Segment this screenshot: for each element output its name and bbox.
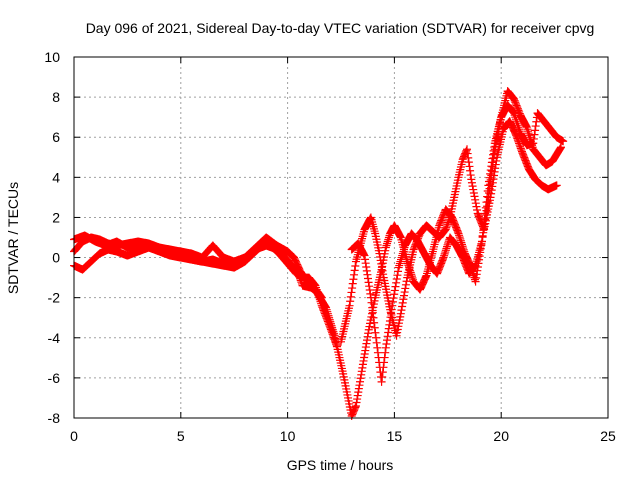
y-tick-label: 6 (52, 129, 60, 145)
x-tick-label: 25 (600, 428, 616, 444)
series-track-E (347, 101, 568, 386)
marker-path (347, 101, 568, 386)
y-tick-label: -2 (48, 290, 61, 306)
x-tick-label: 5 (177, 428, 185, 444)
axis-ticks: 0 5 10 15 20 25 -8 -6 -4 -2 0 2 4 6 8 10 (44, 49, 616, 444)
data-points (70, 87, 568, 420)
y-tick-label: 8 (52, 89, 60, 105)
plot-frame (73, 56, 609, 419)
x-tick-label: 15 (387, 428, 403, 444)
marker-path (337, 117, 561, 346)
y-tick-label: -8 (48, 410, 61, 426)
x-tick-label: 20 (493, 428, 509, 444)
y-tick-label: 10 (44, 49, 60, 65)
x-tick-label: 0 (70, 428, 78, 444)
y-tick-label: 4 (52, 169, 60, 185)
x-axis-label: GPS time / hours (287, 457, 394, 473)
x-tick-label: 10 (280, 428, 296, 444)
series-track-D (337, 117, 561, 346)
y-tick-label: 0 (52, 250, 60, 266)
y-tick-label: 2 (52, 209, 60, 225)
y-axis-label: SDTVAR / TECUs (5, 182, 21, 294)
chart-title: Day 096 of 2021, Sidereal Day-to-day VTE… (86, 20, 595, 36)
y-tick-label: -6 (48, 370, 61, 386)
y-tick-label: -4 (48, 330, 61, 346)
